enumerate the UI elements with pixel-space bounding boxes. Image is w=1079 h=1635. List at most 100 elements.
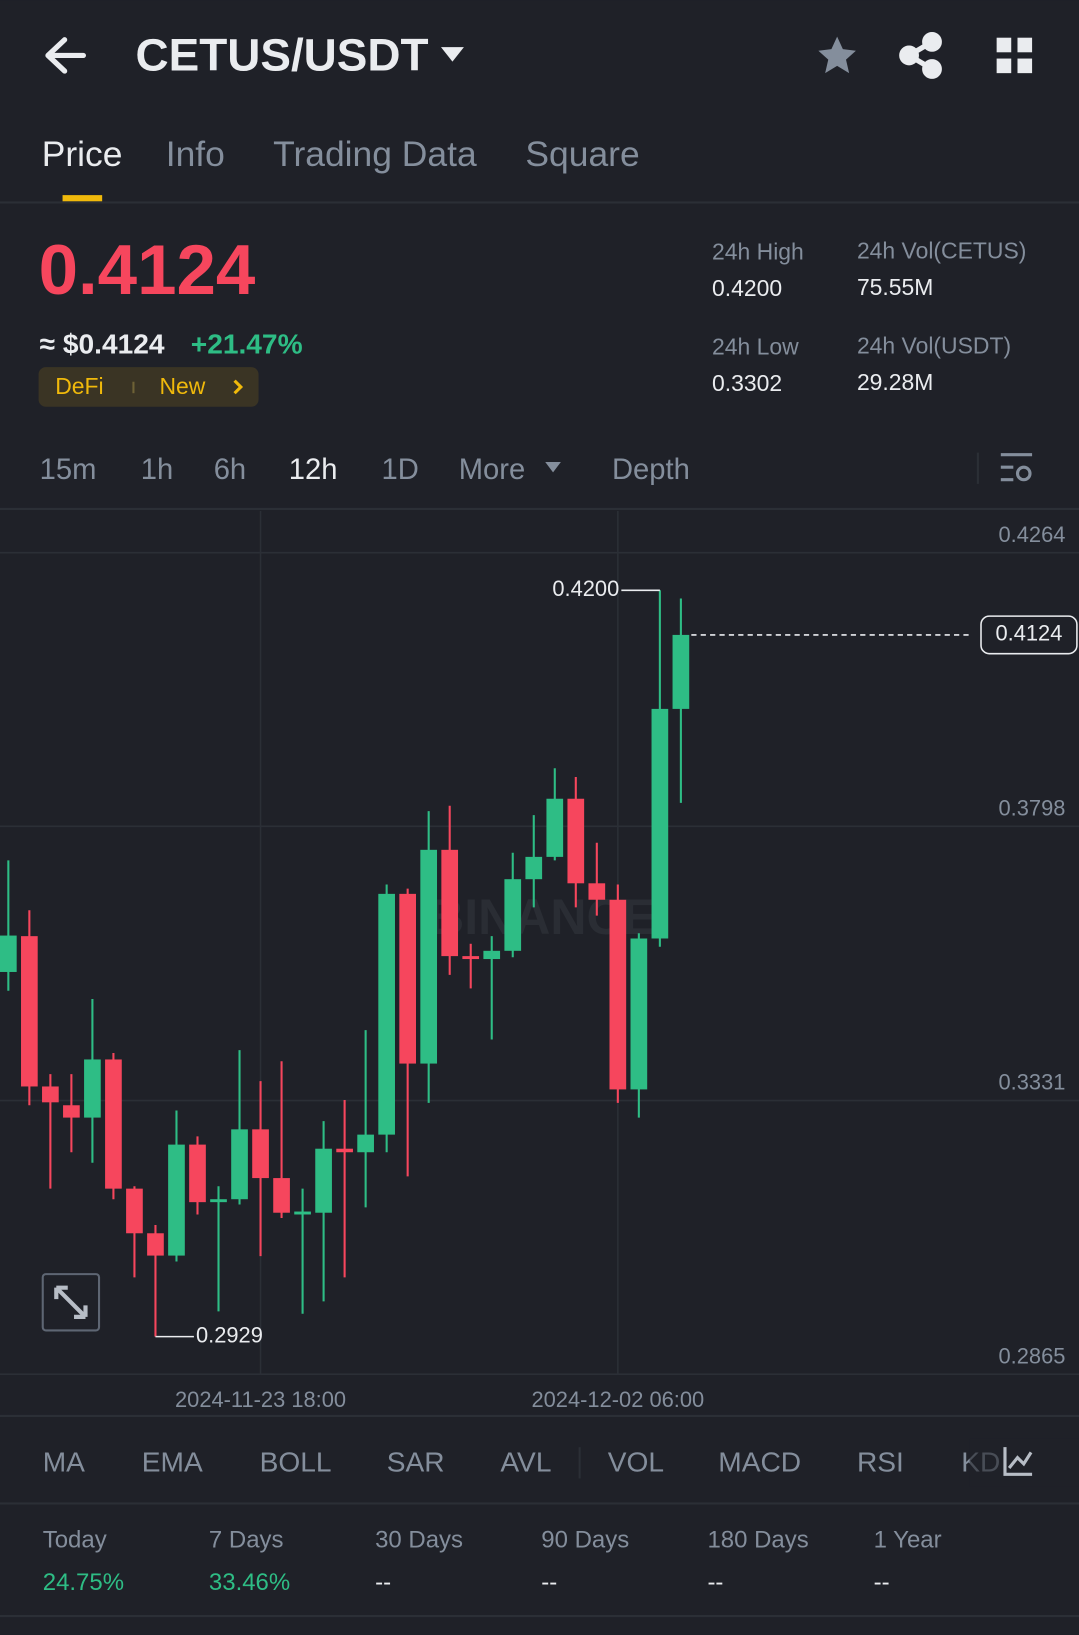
pair-title[interactable]: CETUS/USDT xyxy=(136,29,429,81)
depth-tab[interactable]: Depth xyxy=(612,454,690,486)
candle-body xyxy=(441,849,459,957)
x-tick-label: 2024-11-23 18:00 xyxy=(175,1387,346,1412)
indicator-tab[interactable]: RSI xyxy=(857,1446,904,1477)
candle-body xyxy=(546,798,564,857)
interval[interactable]: 1h xyxy=(141,454,173,486)
tab-square[interactable]: Square xyxy=(525,134,639,174)
period-label: 1 Year xyxy=(874,1526,942,1553)
last-price-tag xyxy=(980,615,1078,655)
candle-body xyxy=(252,1129,269,1179)
indicator-tab[interactable]: MA xyxy=(43,1446,85,1477)
candle-body xyxy=(42,1086,59,1103)
interval-selected[interactable]: 12h xyxy=(289,454,338,486)
last-price-label: 0.4124 xyxy=(995,621,1062,646)
candlestick-chart: 0.4264 0.3798 0.3331 0.2865 2024-11-23 18:00… xyxy=(0,511,1079,1412)
indicator-bar: MAEMABOLLSARAVLVOLMACDRSIKD xyxy=(43,1446,1001,1477)
candle-body xyxy=(294,1211,311,1215)
period-value: 24.75% xyxy=(43,1569,124,1596)
tag-chevron xyxy=(233,379,244,395)
candle-body xyxy=(315,1148,332,1213)
y-tick-label: 0.3331 xyxy=(999,1070,1066,1095)
indicator-tab[interactable]: EMA xyxy=(142,1446,203,1477)
candle-body xyxy=(651,708,669,939)
candle-body xyxy=(630,938,648,1090)
stat-label: 24h Vol(CETUS) xyxy=(857,238,1026,264)
interval[interactable]: 6h xyxy=(214,454,246,486)
indicator-tab[interactable]: BOLL xyxy=(260,1446,332,1477)
candle-body xyxy=(504,879,522,951)
tag[interactable]: DeFi xyxy=(55,373,103,399)
y-tick-label: 0.3798 xyxy=(999,795,1066,820)
tab-indicator xyxy=(62,195,103,202)
indicator-tab[interactable]: MACD xyxy=(718,1446,801,1477)
tag[interactable]: New xyxy=(160,373,206,399)
indicator-tab[interactable]: SAR xyxy=(387,1446,445,1477)
back-button[interactable] xyxy=(45,37,87,74)
candle-body xyxy=(525,856,543,880)
candle-body xyxy=(336,1148,353,1153)
candle-body xyxy=(105,1059,122,1189)
stat-value: 29.28M xyxy=(857,369,933,395)
tab-price[interactable]: Price xyxy=(42,134,123,174)
stat-label: 24h High xyxy=(712,239,804,265)
x-tick-label: 2024-12-02 06:00 xyxy=(531,1387,704,1412)
fullscreen-button[interactable] xyxy=(41,1273,101,1332)
tab-info[interactable]: Info xyxy=(166,134,225,174)
more-dropdown xyxy=(545,462,561,473)
period-value: -- xyxy=(375,1569,391,1596)
tab-trading-data[interactable]: Trading Data xyxy=(273,134,477,174)
period-value: -- xyxy=(874,1569,890,1596)
favorite-icon[interactable] xyxy=(818,36,856,74)
candle-body xyxy=(273,1178,290,1213)
grid-menu-icon[interactable] xyxy=(996,37,1033,74)
candle-body xyxy=(126,1188,143,1234)
price-change: +21.47% xyxy=(191,329,303,360)
stat-label: 24h Low xyxy=(712,333,799,359)
candle-body xyxy=(168,1144,185,1256)
candle-body xyxy=(567,798,585,884)
stat-label: 24h Vol(USDT) xyxy=(857,332,1011,358)
candle-body xyxy=(588,883,606,900)
y-tick-label: 0.2865 xyxy=(999,1343,1066,1368)
period-label: Today xyxy=(43,1526,107,1553)
candle-body xyxy=(672,634,690,709)
low-label: 0.2929 xyxy=(196,1322,263,1347)
period-value: 33.46% xyxy=(209,1569,290,1596)
period-value: -- xyxy=(707,1569,723,1596)
candle-body xyxy=(420,849,438,1064)
high-label: 0.4200 xyxy=(552,576,619,601)
indicator-settings-icon[interactable] xyxy=(1003,1447,1033,1476)
candle-body xyxy=(609,899,627,1090)
candle-body xyxy=(462,956,480,960)
tag-box[interactable] xyxy=(38,367,259,407)
candle-body xyxy=(84,1059,101,1118)
candle-body xyxy=(189,1144,206,1203)
last-price: 0.4124 xyxy=(39,231,256,310)
candle-body xyxy=(357,1134,374,1153)
share-icon[interactable] xyxy=(899,31,942,79)
chart-settings-icon[interactable] xyxy=(1000,453,1033,482)
period-label: 90 Days xyxy=(541,1526,629,1553)
candle-body xyxy=(378,893,395,1135)
candle-body xyxy=(21,936,38,1087)
candle-body xyxy=(483,950,501,960)
period-value: -- xyxy=(541,1569,557,1596)
interval[interactable]: 15m xyxy=(40,454,97,486)
candle-body xyxy=(63,1105,80,1118)
candle-body xyxy=(399,893,417,1064)
interval[interactable]: 1D xyxy=(382,454,419,486)
pair-dropdown[interactable] xyxy=(440,47,464,62)
candle-body xyxy=(0,935,17,972)
performance: Today 24.75% 7 Days 33.46% 30 Days -- 90 Days -… xyxy=(43,1526,942,1596)
approx-price: ≈ $0.4124 xyxy=(40,329,165,360)
candle-body xyxy=(147,1233,164,1256)
period-label: 7 Days xyxy=(209,1526,284,1553)
interval-more[interactable]: More xyxy=(459,454,526,486)
candle-body xyxy=(210,1199,227,1203)
indicator-tab[interactable]: VOL xyxy=(608,1446,664,1477)
fullscreen-icon xyxy=(54,1285,88,1319)
period-label: 180 Days xyxy=(707,1526,808,1553)
indicator-tab[interactable]: AVL xyxy=(500,1446,551,1477)
